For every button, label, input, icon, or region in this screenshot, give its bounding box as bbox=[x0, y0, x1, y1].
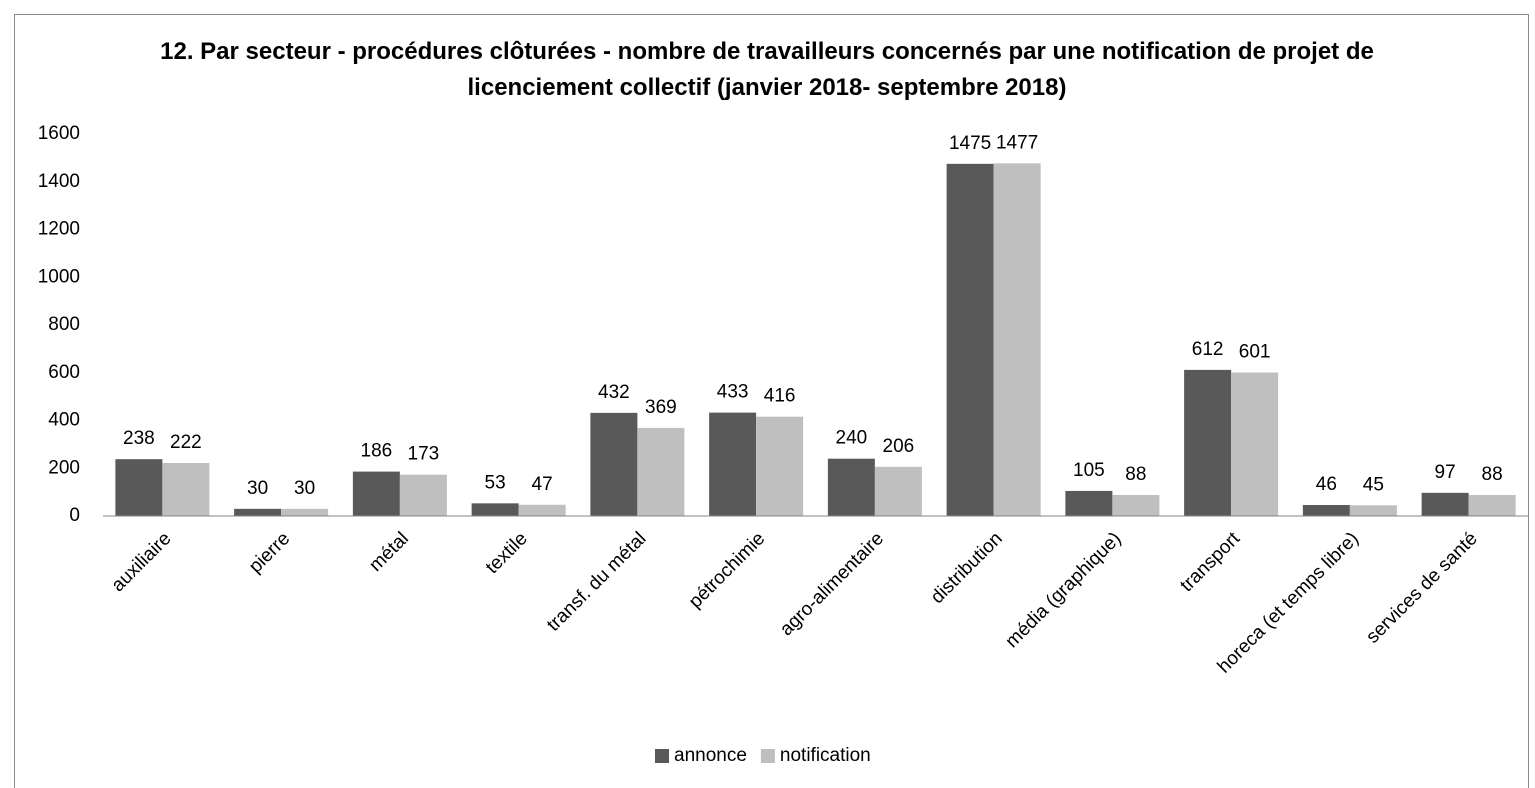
legend-label: annonce bbox=[674, 745, 747, 766]
data-label: 97 bbox=[1435, 462, 1456, 483]
x-tick-label: textile bbox=[482, 528, 532, 578]
bar bbox=[1231, 372, 1279, 516]
data-label: 1477 bbox=[996, 132, 1038, 153]
bar bbox=[993, 163, 1041, 516]
bar bbox=[756, 416, 804, 516]
y-tick-label: 1000 bbox=[38, 266, 80, 287]
bar bbox=[874, 466, 922, 516]
bar bbox=[709, 412, 757, 516]
data-label: 222 bbox=[170, 432, 202, 453]
x-tick-label: transport bbox=[1176, 528, 1244, 596]
y-tick-label: 600 bbox=[48, 362, 80, 383]
y-tick-label: 1200 bbox=[38, 219, 80, 240]
bar bbox=[162, 462, 210, 516]
bar bbox=[1349, 505, 1397, 516]
x-tick-label: pétrochimie bbox=[685, 528, 769, 612]
data-label: 238 bbox=[123, 428, 155, 449]
bar bbox=[399, 474, 447, 516]
x-tick-label: services de santé bbox=[1362, 528, 1481, 647]
data-label: 45 bbox=[1363, 474, 1384, 495]
y-tick-label: 1600 bbox=[38, 123, 80, 144]
x-tick-label: média (graphique) bbox=[1002, 528, 1126, 652]
bar bbox=[471, 503, 519, 516]
bar bbox=[946, 163, 994, 516]
bar bbox=[1468, 494, 1516, 516]
x-tick-label: auxiliaire bbox=[108, 528, 176, 596]
chart-title: 12. Par secteur - procédures clôturées -… bbox=[160, 38, 1374, 101]
y-tick-label: 1400 bbox=[38, 171, 80, 192]
data-label: 46 bbox=[1316, 474, 1337, 495]
bar bbox=[637, 427, 685, 516]
data-label: 433 bbox=[717, 382, 749, 403]
data-label: 105 bbox=[1073, 460, 1105, 481]
data-label: 30 bbox=[247, 478, 268, 499]
chart-border bbox=[14, 14, 1529, 788]
bar bbox=[590, 412, 638, 516]
y-tick-label: 400 bbox=[48, 410, 80, 431]
x-tick-label: transf. du métal bbox=[543, 528, 650, 635]
bar bbox=[352, 471, 400, 516]
bar bbox=[1302, 505, 1350, 516]
bar bbox=[115, 459, 163, 516]
data-label: 53 bbox=[485, 472, 506, 493]
legend-label: notification bbox=[780, 745, 871, 766]
bar bbox=[281, 508, 329, 516]
legend-swatch bbox=[760, 749, 775, 763]
y-tick-label: 0 bbox=[69, 505, 80, 526]
data-label: 47 bbox=[532, 474, 553, 495]
data-label: 30 bbox=[294, 478, 315, 499]
data-label: 186 bbox=[361, 441, 393, 462]
bar bbox=[518, 504, 566, 516]
bar bbox=[1112, 494, 1160, 516]
data-label: 240 bbox=[836, 428, 868, 449]
data-label: 432 bbox=[598, 382, 630, 403]
bar bbox=[827, 458, 875, 516]
data-label: 601 bbox=[1239, 342, 1271, 363]
bar bbox=[1421, 492, 1469, 516]
x-tick-label: agro-alimentaire bbox=[776, 528, 888, 640]
y-tick-label: 200 bbox=[48, 457, 80, 478]
x-tick-label: distribution bbox=[927, 528, 1007, 608]
bar bbox=[1184, 369, 1232, 516]
data-label: 173 bbox=[408, 444, 440, 465]
data-label: 369 bbox=[645, 397, 677, 418]
data-label: 206 bbox=[883, 436, 915, 457]
x-tick-label: pierre bbox=[245, 528, 294, 577]
data-label: 88 bbox=[1482, 464, 1503, 485]
y-tick-label: 800 bbox=[48, 314, 80, 335]
bar bbox=[234, 508, 282, 516]
data-label: 1475 bbox=[949, 133, 991, 154]
data-label: 88 bbox=[1125, 464, 1146, 485]
data-label: 416 bbox=[764, 386, 796, 407]
bar bbox=[1065, 490, 1113, 516]
legend-swatch bbox=[655, 749, 669, 763]
x-tick-label: métal bbox=[365, 528, 413, 576]
data-label: 612 bbox=[1192, 339, 1224, 360]
